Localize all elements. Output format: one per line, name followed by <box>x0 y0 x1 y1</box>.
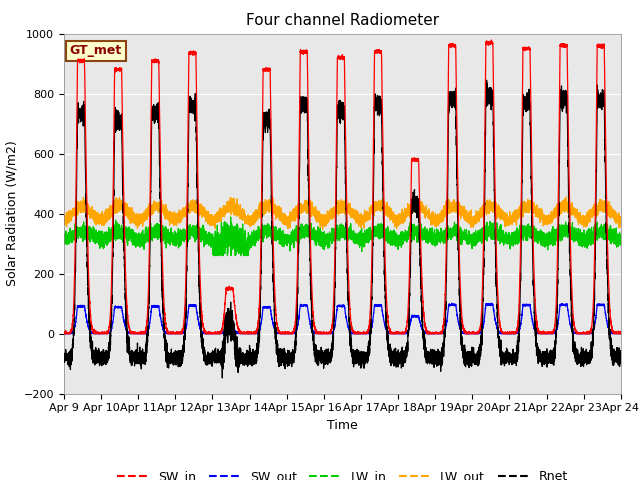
SW_out <box>617 331 625 336</box>
LW_out <box>324 219 332 225</box>
LW_out <box>617 224 625 230</box>
SW_in <box>617 331 625 336</box>
LW_in <box>227 214 234 220</box>
Rnet <box>483 77 490 83</box>
SW_out <box>250 331 257 336</box>
Line: SW_in: SW_in <box>64 40 621 334</box>
Rnet <box>587 349 595 355</box>
SW_in <box>488 37 495 43</box>
LW_out <box>250 213 257 219</box>
LW_out <box>594 212 602 217</box>
Rnet <box>617 360 625 366</box>
SW_in <box>483 39 490 45</box>
LW_in <box>617 242 625 248</box>
SW_in <box>60 331 68 336</box>
SW_in <box>587 329 595 335</box>
SW_in <box>467 330 475 336</box>
LW_out <box>60 218 68 224</box>
SW_out <box>324 331 332 336</box>
LW_in <box>483 230 491 236</box>
Line: Rnet: Rnet <box>64 80 621 378</box>
Rnet <box>594 90 602 96</box>
Rnet <box>483 95 491 101</box>
SW_in <box>594 42 602 48</box>
LW_in <box>250 234 257 240</box>
LW_in <box>210 252 218 258</box>
LW_in <box>60 239 68 244</box>
SW_out <box>594 302 602 308</box>
Text: GT_met: GT_met <box>70 44 122 58</box>
SW_out <box>60 331 68 336</box>
SW_in <box>250 331 257 336</box>
LW_in <box>587 236 595 241</box>
LW_out <box>467 217 475 223</box>
SW_in <box>324 331 332 336</box>
Rnet <box>467 351 475 357</box>
LW_out <box>483 204 491 210</box>
LW_out <box>563 194 570 200</box>
Legend: SW_in, SW_out, LW_in, LW_out, Rnet: SW_in, SW_out, LW_in, LW_out, Rnet <box>112 465 573 480</box>
Rnet <box>324 350 332 356</box>
Rnet <box>250 348 257 353</box>
SW_out <box>587 330 595 336</box>
LW_in <box>594 231 602 237</box>
SW_out <box>483 301 491 307</box>
Y-axis label: Solar Radiation (W/m2): Solar Radiation (W/m2) <box>5 141 18 287</box>
Line: LW_out: LW_out <box>64 197 621 230</box>
LW_out <box>587 215 595 221</box>
Rnet <box>60 354 68 360</box>
Line: LW_in: LW_in <box>64 217 621 255</box>
LW_in <box>324 231 332 237</box>
Title: Four channel Radiometer: Four channel Radiometer <box>246 13 439 28</box>
X-axis label: Time: Time <box>327 419 358 432</box>
SW_out <box>467 331 475 336</box>
SW_out <box>448 300 456 306</box>
LW_out <box>319 227 326 233</box>
Rnet <box>218 375 226 381</box>
Line: SW_out: SW_out <box>64 303 621 334</box>
LW_in <box>467 239 475 245</box>
